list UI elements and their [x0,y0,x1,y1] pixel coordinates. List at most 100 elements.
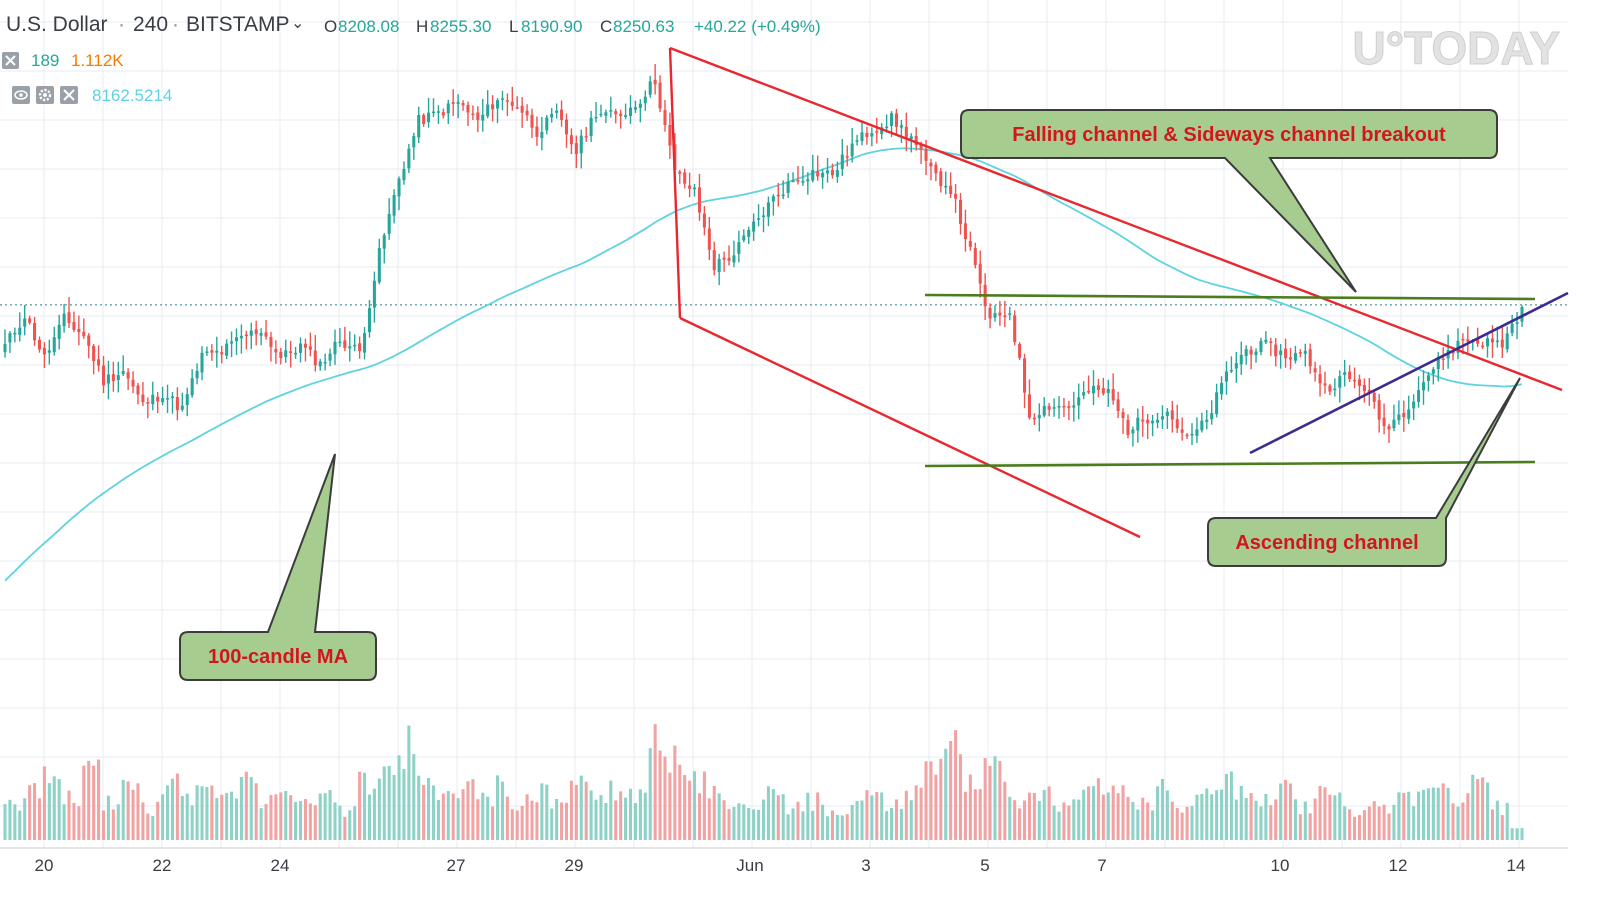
candle-body [1461,338,1465,341]
candle [628,95,633,124]
candle-body [1392,419,1396,429]
candle-body [166,398,170,400]
volume-bar [619,791,623,840]
candle [811,154,815,183]
candle-body [230,341,234,344]
volume-bar [254,783,258,840]
chevron-down-icon[interactable]: ⌄ [291,15,304,32]
candle-body [1106,389,1110,393]
candle-body [697,187,701,213]
candle-body [1160,416,1164,420]
candle-body [8,333,12,343]
candle [1091,370,1096,406]
volume-bar [875,791,879,840]
candle [1441,347,1445,371]
callout-ma-text: 100-candle MA [208,646,348,668]
candle [28,315,32,325]
candle [638,99,642,123]
candle [845,145,849,167]
volume-bar [1062,802,1066,840]
candle-body [1008,313,1012,315]
volume-bar [791,808,795,840]
volume-bar [1037,801,1041,840]
volume-bar [1239,785,1243,840]
volume-bar [727,808,731,840]
candle [215,336,219,368]
close-icon[interactable] [60,86,78,104]
candle [1047,402,1051,417]
volume-bar [821,804,825,840]
candle [67,296,71,329]
volume-bar [1091,786,1096,840]
candle-body [727,257,731,261]
candle [1215,383,1219,418]
volume-bar [1220,789,1224,840]
candle-body [82,331,86,337]
candle-body [766,202,770,217]
volume-bar [1421,789,1426,840]
candle [77,315,81,346]
volume-bar [269,795,273,840]
candle [230,331,234,358]
candle-body [244,334,248,337]
candle [1377,393,1381,433]
candle [101,355,106,394]
volume-bar [274,794,278,840]
candle-body [106,374,110,384]
candle [146,397,150,419]
volume-bar [633,803,637,840]
volume-bar [348,810,352,840]
volume-bar [1003,781,1007,840]
candle [1210,400,1214,425]
candle-body [722,257,726,260]
volume-bar [638,789,642,840]
candle [486,90,490,119]
candle [1234,351,1238,383]
volume-bar [1146,802,1150,840]
volume-bar [1131,802,1135,840]
candle-body [1288,357,1293,360]
candle [1431,367,1435,385]
volume-bar [826,816,830,840]
volume-bar [806,792,810,840]
candle [510,86,514,111]
candle-body [628,107,633,117]
candle-body [451,102,455,104]
volume-bar [1244,797,1248,840]
candle [451,89,455,116]
candle [33,316,37,346]
candle-body [1431,369,1435,374]
gear-icon[interactable] [36,86,54,104]
candle-body [1096,385,1100,390]
volume-bar [328,790,332,840]
candle [958,193,963,235]
volume-bar [761,799,766,840]
candle-body [358,343,362,351]
x-tick-label: 27 [447,856,466,875]
candle-body [1224,371,1229,382]
volume-count: 189 [31,51,59,70]
candle-body [1215,392,1219,415]
candle-body [949,185,953,195]
volume-bar [121,779,125,840]
volume-bar [835,814,839,840]
interval-label[interactable]: 240 [133,13,168,36]
candle-body [180,405,184,410]
candle-body [328,353,332,361]
volume-bar [781,794,785,840]
candle [589,110,593,143]
candle [1288,347,1293,370]
candle [865,126,869,145]
candle [348,331,352,362]
candle-body [249,330,253,336]
close-icon[interactable] [2,52,19,69]
eye-icon[interactable] [12,86,30,104]
candle-body [560,109,564,120]
candle [1279,344,1283,369]
candle-body [1466,339,1470,342]
candle [249,322,253,350]
legend-row-ma: 8162.5214 [12,86,172,105]
volume-bar [126,781,130,840]
candle [1146,414,1150,440]
